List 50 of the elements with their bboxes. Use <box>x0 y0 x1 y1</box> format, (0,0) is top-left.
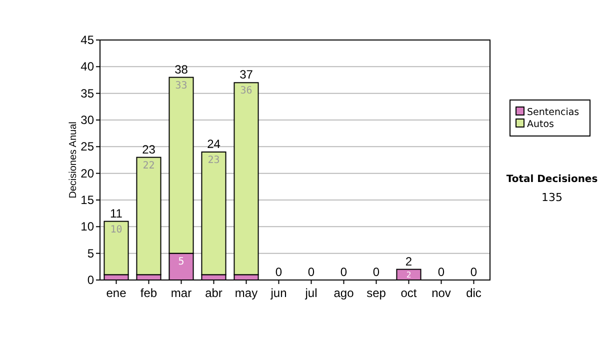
total-label: 24 <box>207 137 221 151</box>
total-label: 0 <box>308 265 315 279</box>
y-tick-label: 15 <box>80 193 94 207</box>
data-label: 5 <box>178 256 184 268</box>
x-tick-label: mar <box>170 286 192 300</box>
x-tick-label: nov <box>432 286 451 300</box>
y-tick-label: 20 <box>80 166 94 180</box>
data-label: 23 <box>208 155 220 166</box>
x-tick-label: jul <box>304 286 318 300</box>
total-label: 0 <box>372 265 380 279</box>
x-tick-label: jun <box>270 286 287 300</box>
x-tick-label: ene <box>106 286 127 300</box>
data-label: 22 <box>142 160 155 172</box>
x-tick-label: dic <box>466 286 482 300</box>
x-tick-label: sep <box>366 286 386 300</box>
total-label: 2 <box>405 254 412 268</box>
total-label: 0 <box>340 265 348 279</box>
total-label: 11 <box>110 206 123 220</box>
data-label: 10 <box>110 224 122 236</box>
x-tick-label: may <box>234 286 258 300</box>
x-tick-label: feb <box>140 286 158 300</box>
total-label: 0 <box>470 265 478 279</box>
bar <box>136 156 162 276</box>
total-label: 38 <box>174 62 188 76</box>
data-label: 33 <box>175 80 188 92</box>
y-tick-label: 5 <box>87 246 94 260</box>
bar <box>104 220 129 276</box>
legend-label: Autos <box>527 119 554 130</box>
total-label: 0 <box>438 265 445 279</box>
data-label: 2 <box>406 270 412 280</box>
data-label: 36 <box>240 86 252 97</box>
y-tick-label: 30 <box>80 113 94 127</box>
y-tick-label: 40 <box>80 60 94 74</box>
x-tick-label: oct <box>400 286 418 300</box>
y-tick-label: 35 <box>80 86 94 100</box>
x-tick-label: abr <box>205 286 222 300</box>
bar <box>234 82 259 276</box>
total-label: 23 <box>142 142 156 156</box>
y-tick-label: 0 <box>87 273 94 287</box>
y-tick-label: 10 <box>80 220 94 234</box>
total-label: 0 <box>275 265 282 279</box>
total-label: 37 <box>240 68 254 82</box>
text: Total Decisiones <box>506 174 598 185</box>
y-tick-label: 45 <box>80 33 94 47</box>
legend-label: Sentencias <box>527 107 580 118</box>
text: 135 <box>542 191 562 204</box>
y-axis-title: Decisiones Anual <box>68 122 79 198</box>
bar <box>201 152 226 276</box>
y-tick-label: 25 <box>80 140 94 154</box>
x-tick-label: ago <box>334 286 354 300</box>
